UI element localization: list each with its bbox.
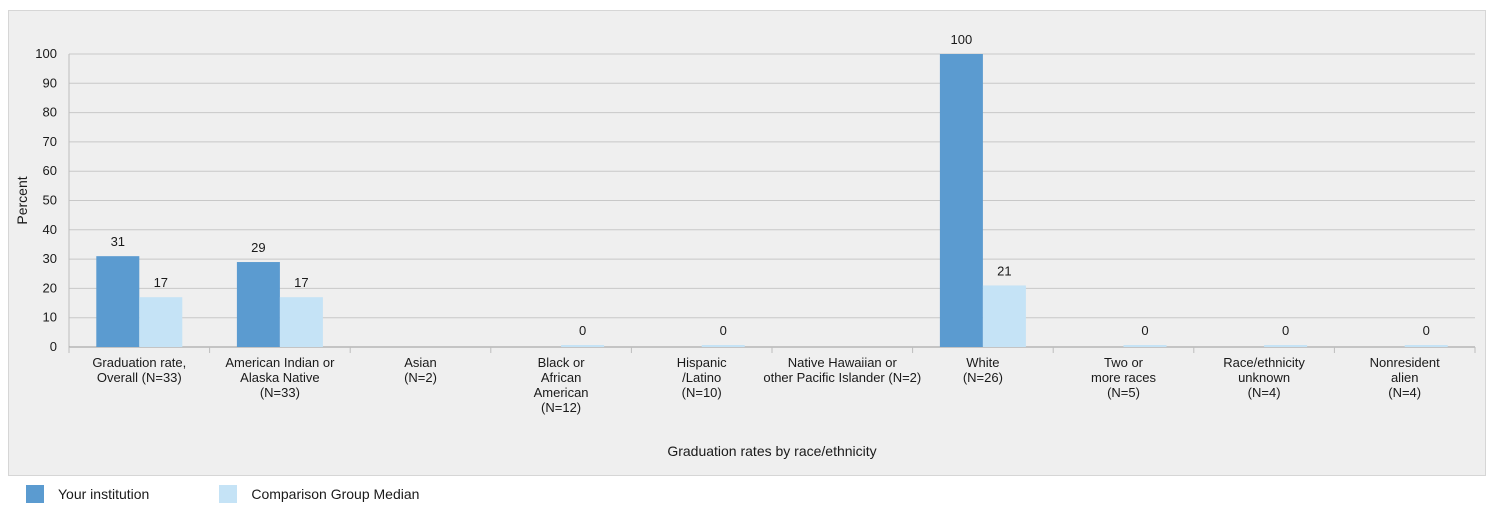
x-tick-label: (N=5) — [1107, 385, 1140, 400]
bar-your-institution — [96, 256, 140, 347]
x-tick-label: Two or — [1104, 355, 1144, 370]
data-label: 17 — [294, 275, 308, 290]
x-tick-label: White — [966, 355, 999, 370]
x-tick-label: Hispanic — [677, 355, 727, 370]
x-tick-label: unknown — [1238, 370, 1290, 385]
bar-comparison-median — [279, 297, 323, 347]
x-tick-label: Asian — [404, 355, 437, 370]
y-tick-label: 30 — [43, 251, 57, 266]
legend-swatch — [219, 485, 238, 503]
bar-comparison-median — [139, 297, 183, 347]
x-tick-label: Nonresident — [1370, 355, 1440, 370]
x-axis-title: Graduation rates by race/ethnicity — [667, 443, 876, 459]
y-tick-label: 80 — [43, 105, 57, 120]
data-label: 31 — [111, 234, 125, 249]
x-tick-label: (N=4) — [1248, 385, 1281, 400]
x-tick-label: more races — [1091, 370, 1157, 385]
y-tick-label: 40 — [43, 222, 57, 237]
x-tick-label: /Latino — [682, 370, 721, 385]
y-tick-label: 0 — [50, 339, 57, 354]
x-tick-label: (N=2) — [404, 370, 437, 385]
x-tick-label: alien — [1391, 370, 1418, 385]
x-tick-label: other Pacific Islander (N=2) — [763, 370, 921, 385]
data-label: 0 — [1282, 323, 1289, 338]
y-tick-label: 60 — [43, 163, 57, 178]
chart-frame: 0 10 20 30 40 50 60 70 80 90 100 Percent 31 29 100 17 17… — [8, 10, 1486, 476]
bar-chart: 0 10 20 30 40 50 60 70 80 90 100 Percent 31 29 100 17 17… — [14, 32, 1476, 459]
x-tick-label: American — [534, 385, 589, 400]
data-label: 29 — [251, 240, 265, 255]
x-tick-label: Race/ethnicity — [1223, 355, 1305, 370]
y-axis-title: Percent — [14, 176, 30, 224]
x-tick-label: (N=26) — [963, 370, 1003, 385]
bar-comparison-median — [982, 285, 1026, 347]
x-tick-label: (N=12) — [541, 400, 581, 415]
bar-comparison-median — [561, 345, 605, 347]
y-tick-label: 100 — [35, 46, 57, 61]
data-label: 0 — [720, 323, 727, 338]
x-tick-label: African — [541, 370, 581, 385]
legend-item: Your institution — [26, 485, 149, 503]
x-tick-label: (N=33) — [260, 385, 300, 400]
x-tick-label: Alaska Native — [240, 370, 319, 385]
x-tick-label: (N=10) — [682, 385, 722, 400]
legend-swatch — [26, 485, 44, 503]
data-label: 0 — [579, 323, 586, 338]
data-label: 17 — [154, 275, 168, 290]
data-label: 21 — [997, 263, 1011, 278]
x-tick-label: (N=4) — [1388, 385, 1421, 400]
data-label: 0 — [1141, 323, 1148, 338]
bar-comparison-median — [1404, 345, 1448, 347]
bar-your-institution — [939, 54, 983, 347]
legend: Your institution Comparison Group Median — [26, 484, 489, 504]
legend-label: Comparison Group Median — [251, 486, 420, 502]
x-tick-label: Native Hawaiian or — [788, 355, 898, 370]
bar-comparison-median — [1264, 345, 1308, 347]
bar-comparison-median — [1123, 345, 1167, 347]
data-label: 100 — [951, 32, 973, 47]
y-tick-label: 70 — [43, 134, 57, 149]
x-tick-label: American Indian or — [225, 355, 335, 370]
y-tick-label: 10 — [43, 310, 57, 325]
legend-label: Your institution — [58, 486, 150, 502]
x-tick-label: Overall (N=33) — [97, 370, 182, 385]
legend-item: Comparison Group Median — [219, 485, 419, 503]
y-tick-label: 90 — [43, 75, 57, 90]
y-tick-label: 50 — [43, 193, 57, 208]
bar-your-institution — [236, 262, 280, 347]
bar-comparison-median — [701, 345, 745, 347]
data-label: 0 — [1423, 323, 1430, 338]
x-tick-label: Graduation rate, — [92, 355, 186, 370]
y-tick-label: 20 — [43, 280, 57, 295]
x-tick-label: Black or — [538, 355, 586, 370]
